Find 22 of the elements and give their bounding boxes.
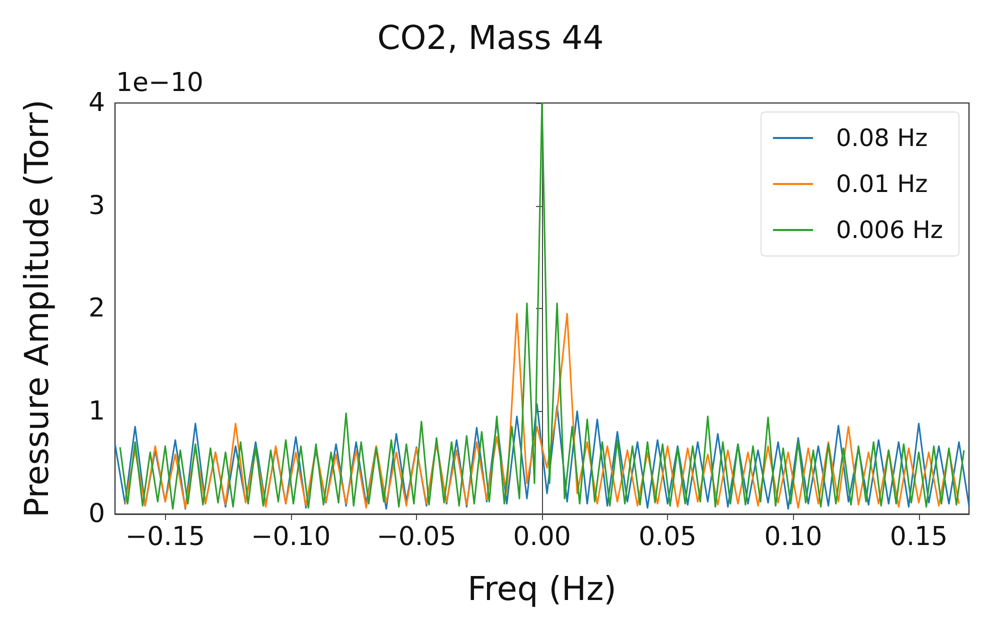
line-series: [114, 403, 970, 510]
y-tick-label: 2: [88, 294, 105, 324]
x-tick-label: −0.15: [125, 522, 206, 552]
chart-title: CO2, Mass 44: [377, 18, 604, 57]
y-tick-label: 1: [88, 396, 105, 426]
line-series: [124, 312, 960, 509]
text: 1e−10: [116, 68, 204, 98]
y-tick-label: 0: [88, 499, 105, 529]
y-tick-label: 4: [88, 88, 105, 118]
line-series: [119, 102, 965, 510]
y-tick-label: 3: [88, 190, 105, 221]
legend-label: 0.08 Hz: [836, 124, 928, 152]
y-axis-title: Pressure Amplitude (Torr): [17, 99, 56, 518]
x-axis-title: Freq (Hz): [467, 569, 617, 608]
x-tick-label: 0.10: [764, 522, 822, 552]
legend-label: 0.01 Hz: [836, 170, 928, 198]
legend-label: 0.006 Hz: [836, 216, 944, 244]
x-tick-label: 0.15: [890, 522, 948, 552]
x-tick-label: 0.05: [638, 522, 697, 552]
x-tick-label: −0.05: [376, 522, 456, 552]
x-tick-label: −0.10: [250, 522, 331, 552]
x-tick-label: 0.00: [513, 522, 571, 552]
